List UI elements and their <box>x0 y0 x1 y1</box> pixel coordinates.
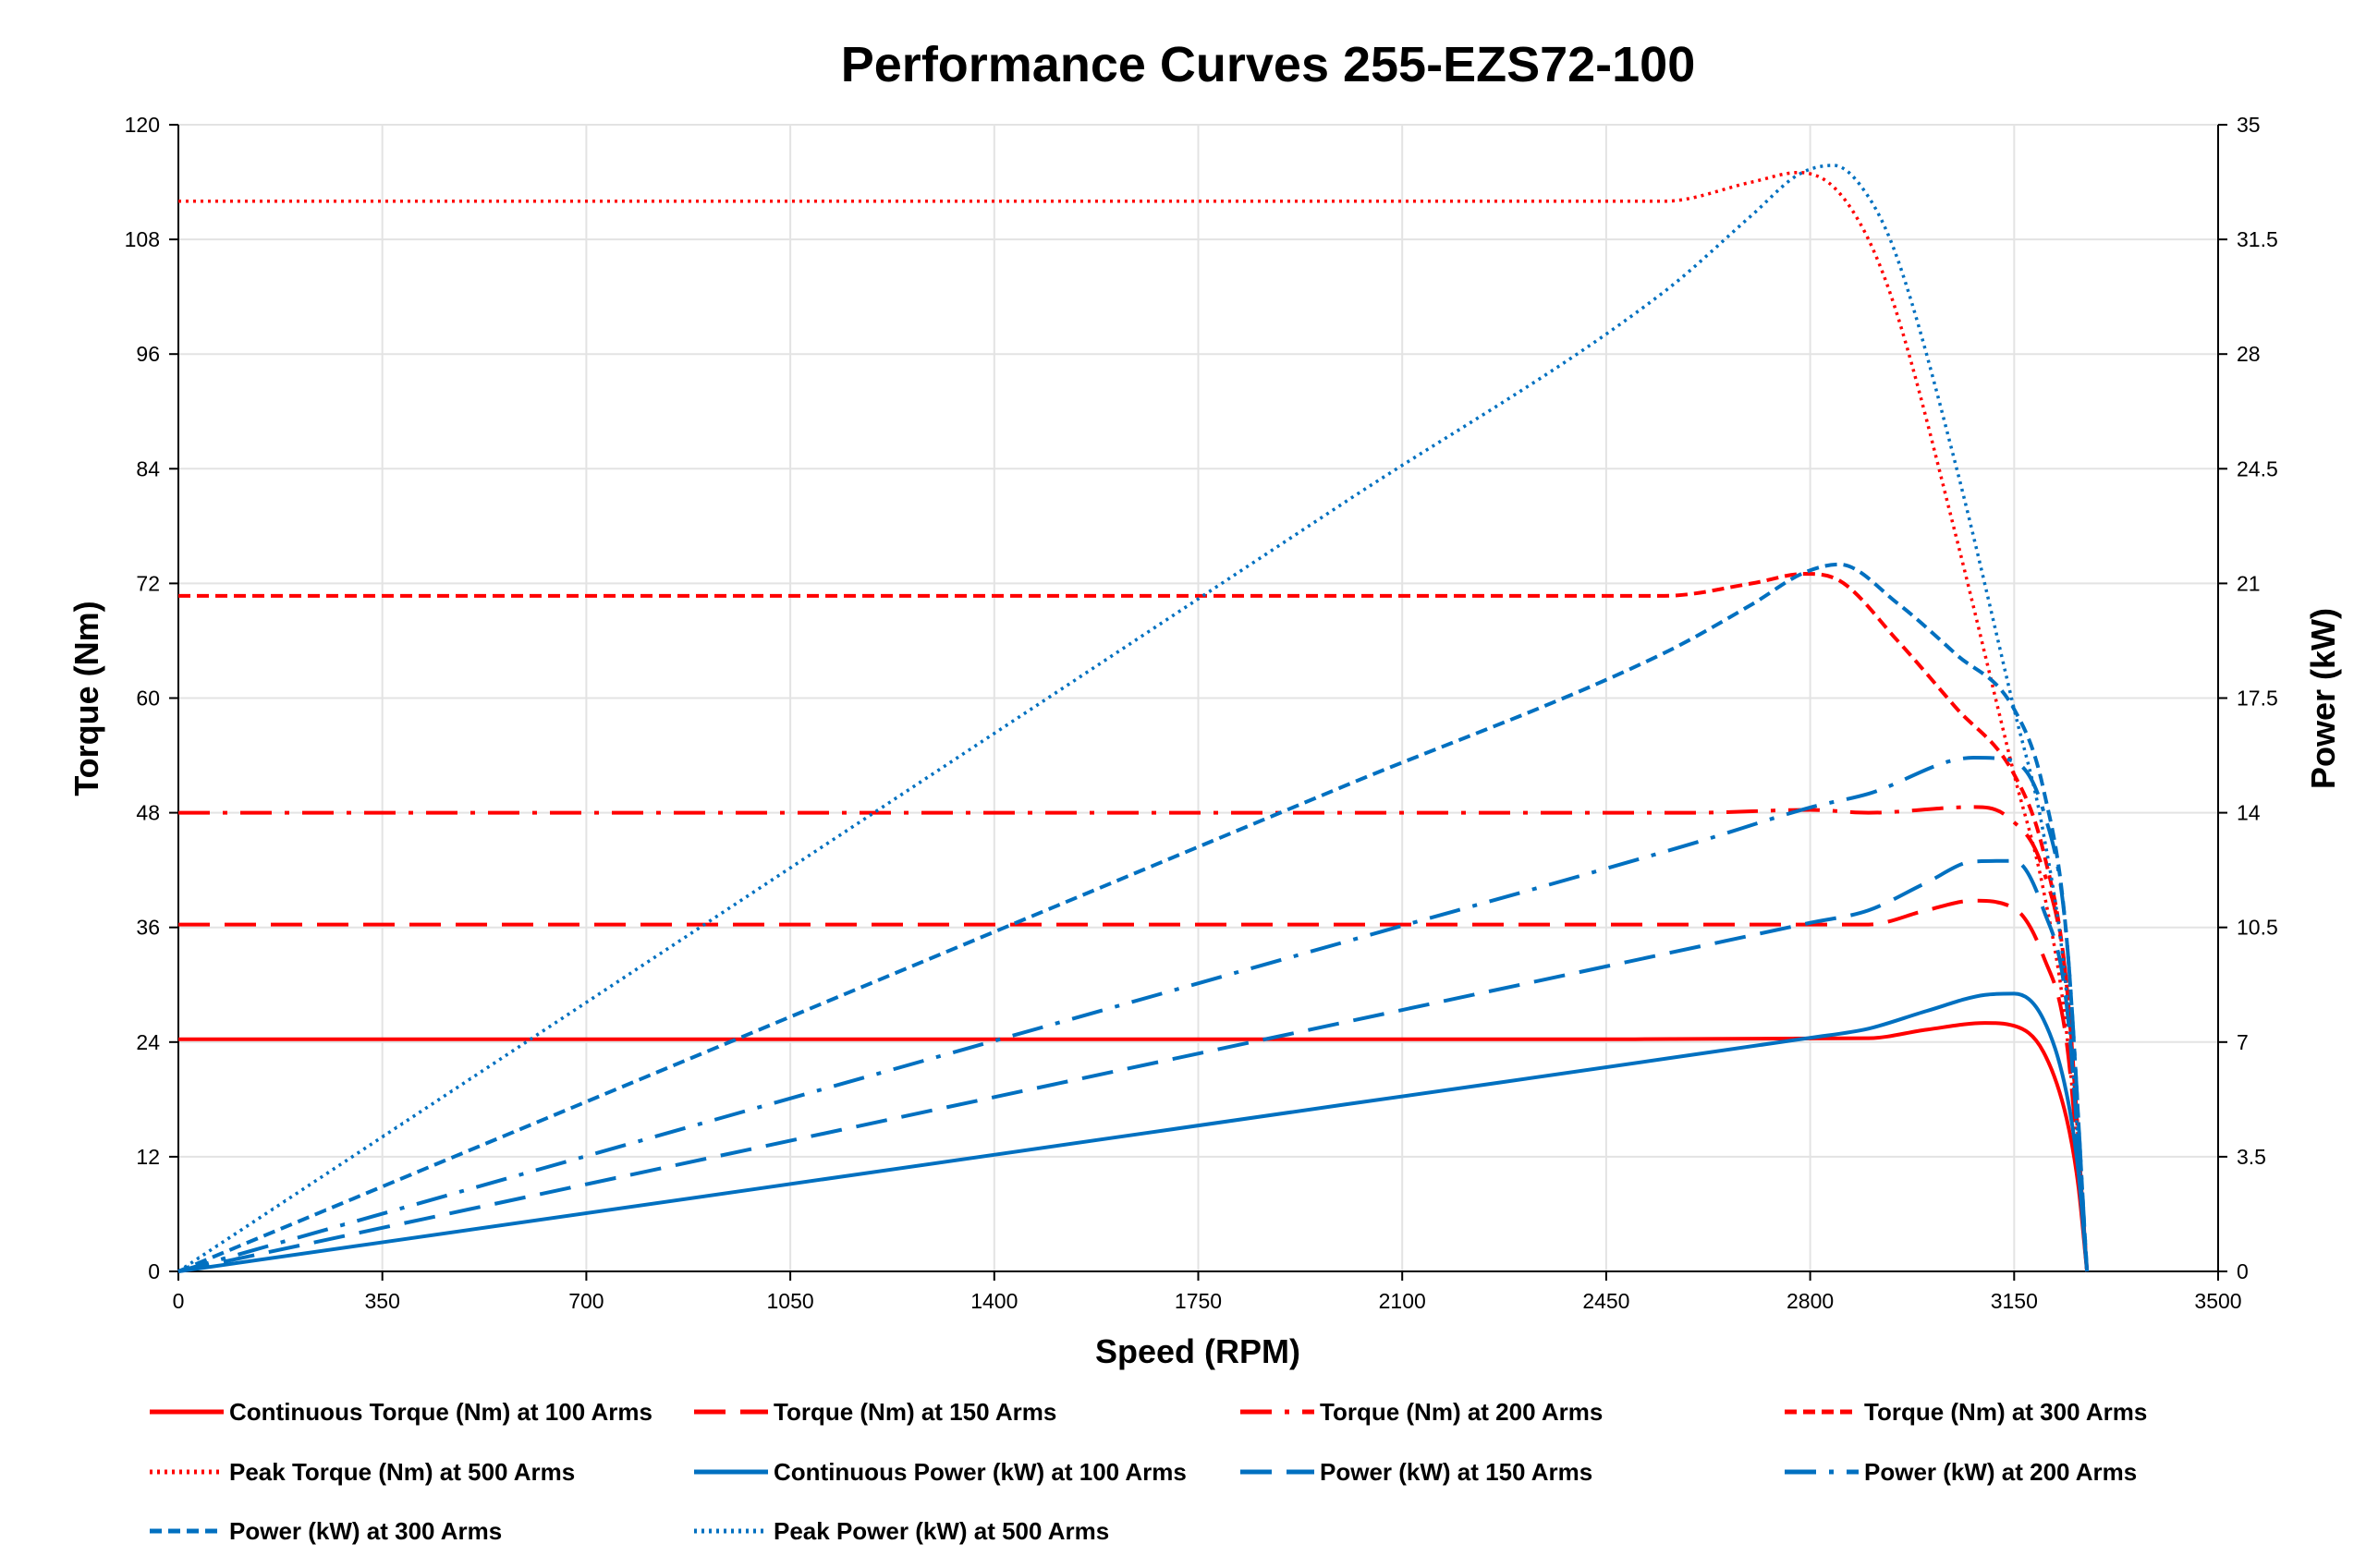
legend-item: Power (kW) at 150 Arms <box>1240 1458 1592 1486</box>
legend-item: Torque (Nm) at 150 Arms <box>694 1398 1056 1426</box>
series-line-continuous-torque-nm-at-100-arms <box>178 1021 2090 1272</box>
chart-title: Performance Curves 255-EZS72-100 <box>841 37 1696 92</box>
y-tick-label: 60 <box>136 687 160 711</box>
x-tick-label: 0 <box>173 1289 185 1313</box>
y2-tick-label: 0 <box>2237 1259 2249 1283</box>
legend-label: Power (kW) at 150 Arms <box>1320 1458 1592 1486</box>
series-line-continuous-power-kw-at-100-arms <box>177 991 2090 1273</box>
y-tick-label: 96 <box>136 342 160 366</box>
legend-label: Torque (Nm) at 150 Arms <box>774 1398 1056 1426</box>
y-tick-label: 72 <box>136 571 160 595</box>
legend-item: Continuous Torque (Nm) at 100 Arms <box>150 1398 652 1426</box>
legend-label: Torque (Nm) at 300 Arms <box>1864 1398 2147 1426</box>
series-line-peak-power-kw-at-500-arms <box>177 164 2089 1273</box>
legend-label: Torque (Nm) at 200 Arms <box>1320 1398 1603 1426</box>
x-tick-label: 2100 <box>1379 1289 1426 1313</box>
y2-tick-label: 10.5 <box>2237 916 2278 940</box>
legend-item: Peak Power (kW) at 500 Arms <box>694 1517 1109 1545</box>
legend-label: Continuous Torque (Nm) at 100 Arms <box>229 1398 652 1426</box>
series-line-torque-nm-at-300-arms <box>177 572 2090 1272</box>
series-line-power-kw-at-300-arms <box>177 562 2090 1273</box>
x-tick-label: 700 <box>568 1289 604 1313</box>
grid <box>178 124 2219 1271</box>
x-tick-label: 1750 <box>1175 1289 1222 1313</box>
legend-label: Peak Torque (Nm) at 500 Arms <box>229 1458 575 1486</box>
y2-tick-label: 24.5 <box>2237 456 2278 480</box>
y2-tick-label: 35 <box>2237 113 2261 137</box>
series-line-torque-nm-at-150-arms <box>178 898 2090 1272</box>
y2-tick-label: 7 <box>2237 1030 2249 1054</box>
legend: Continuous Torque (Nm) at 100 Arms Torque… <box>150 1398 2147 1545</box>
y2-tick-label: 17.5 <box>2237 687 2278 711</box>
legend-item: Torque (Nm) at 300 Arms <box>1785 1398 2147 1426</box>
y-tick-label: 12 <box>136 1145 160 1169</box>
legend-item: Power (kW) at 200 Arms <box>1785 1458 2137 1486</box>
x-tick-label: 1400 <box>970 1289 1018 1313</box>
legend-item: Power (kW) at 300 Arms <box>150 1517 502 1545</box>
y2-tick-label: 3.5 <box>2237 1145 2266 1169</box>
y-tick-label: 84 <box>136 456 160 480</box>
legend-item: Peak Torque (Nm) at 500 Arms <box>150 1458 575 1486</box>
legend-label: Peak Power (kW) at 500 Arms <box>774 1517 1109 1545</box>
y2-tick-label: 14 <box>2237 801 2261 825</box>
y-tick-label: 0 <box>148 1259 160 1283</box>
series-line-power-kw-at-150-arms <box>177 858 2090 1273</box>
x-tick-label: 3500 <box>2194 1289 2241 1313</box>
x-tick-label: 3150 <box>1991 1289 2038 1313</box>
y-tick-label: 120 <box>125 113 160 137</box>
x-tick-label: 2800 <box>1787 1289 1834 1313</box>
y-axis-title: Torque (Nm) <box>67 601 105 796</box>
y2-tick-label: 21 <box>2237 571 2261 595</box>
series-group <box>177 164 2090 1273</box>
series-line-peak-torque-nm-at-500-arms <box>178 170 2089 1272</box>
y-tick-label: 48 <box>136 801 160 825</box>
series-line-power-kw-at-200-arms <box>177 756 2090 1273</box>
x-tick-label: 1050 <box>767 1289 814 1313</box>
legend-item: Torque (Nm) at 200 Arms <box>1240 1398 1603 1426</box>
y-tick-label: 24 <box>136 1030 160 1054</box>
x-axis-title: Speed (RPM) <box>1095 1332 1300 1370</box>
axes: 0 350 700 1050 1400 1750 2100 2450 2800 3150 35000… <box>125 113 2278 1313</box>
y2-tick-label: 28 <box>2237 342 2261 366</box>
legend-label: Power (kW) at 200 Arms <box>1864 1458 2137 1486</box>
x-tick-label: 2450 <box>1582 1289 1629 1313</box>
legend-label: Continuous Power (kW) at 100 Arms <box>774 1458 1187 1486</box>
x-tick-label: 350 <box>365 1289 400 1313</box>
legend-label: Power (kW) at 300 Arms <box>229 1517 502 1545</box>
legend-item: Continuous Power (kW) at 100 Arms <box>694 1458 1187 1486</box>
y-tick-label: 36 <box>136 916 160 940</box>
y2-tick-label: 31.5 <box>2237 227 2278 251</box>
y-tick-label: 108 <box>125 227 160 251</box>
y2-axis-title: Power (kW) <box>2304 608 2342 789</box>
